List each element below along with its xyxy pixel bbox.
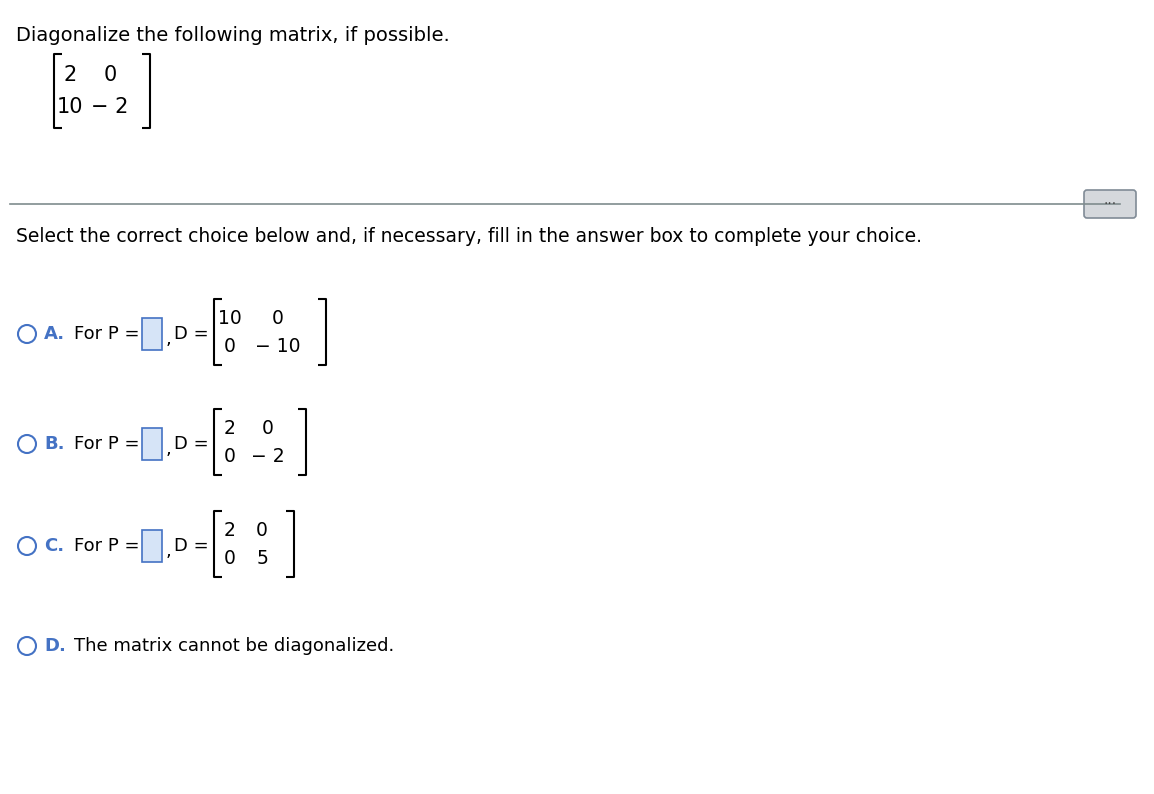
Text: C.: C. bbox=[44, 537, 65, 555]
Text: 0: 0 bbox=[262, 418, 273, 437]
Text: 10: 10 bbox=[57, 97, 83, 117]
Text: For P =: For P = bbox=[74, 435, 140, 453]
Text: D =: D = bbox=[174, 435, 209, 453]
Text: 0: 0 bbox=[224, 446, 235, 465]
Text: ···: ··· bbox=[1103, 197, 1117, 211]
Text: 0: 0 bbox=[104, 65, 117, 85]
Text: − 2: − 2 bbox=[91, 97, 129, 117]
Text: D =: D = bbox=[174, 325, 209, 343]
Text: 0: 0 bbox=[224, 549, 235, 568]
Bar bbox=[142, 530, 162, 562]
Text: For P =: For P = bbox=[74, 325, 140, 343]
Text: 5: 5 bbox=[256, 549, 268, 568]
Text: − 10: − 10 bbox=[255, 337, 301, 356]
Text: 0: 0 bbox=[272, 309, 284, 327]
FancyBboxPatch shape bbox=[1084, 190, 1136, 218]
Text: Diagonalize the following matrix, if possible.: Diagonalize the following matrix, if pos… bbox=[16, 26, 450, 45]
Text: 0: 0 bbox=[256, 521, 268, 539]
Text: 10: 10 bbox=[218, 309, 242, 327]
Text: 2: 2 bbox=[224, 418, 235, 437]
Text: A.: A. bbox=[44, 325, 65, 343]
Text: D =: D = bbox=[174, 537, 209, 555]
Text: 2: 2 bbox=[224, 521, 235, 539]
Text: − 2: − 2 bbox=[252, 446, 285, 465]
Text: For P =: For P = bbox=[74, 537, 140, 555]
Text: D.: D. bbox=[44, 637, 66, 655]
Text: Select the correct choice below and, if necessary, fill in the answer box to com: Select the correct choice below and, if … bbox=[16, 227, 922, 246]
Text: B.: B. bbox=[44, 435, 65, 453]
Bar bbox=[142, 428, 162, 460]
Text: ,: , bbox=[166, 542, 172, 560]
Text: The matrix cannot be diagonalized.: The matrix cannot be diagonalized. bbox=[74, 637, 395, 655]
Text: 2: 2 bbox=[63, 65, 76, 85]
Text: 0: 0 bbox=[224, 337, 235, 356]
Text: ,: , bbox=[166, 440, 172, 458]
Bar bbox=[142, 318, 162, 350]
Text: ,: , bbox=[166, 330, 172, 348]
